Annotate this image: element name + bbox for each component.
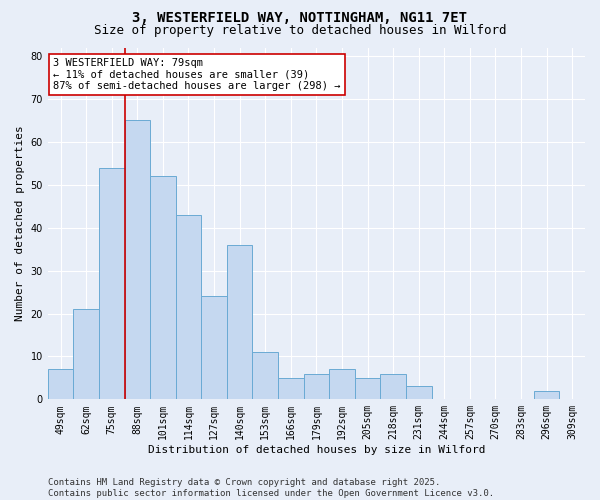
Bar [48,370,73,400]
Bar [329,370,355,400]
Text: Size of property relative to detached houses in Wilford: Size of property relative to detached ho… [94,24,506,37]
Bar [406,386,431,400]
Bar [125,120,150,400]
Bar [534,391,559,400]
Y-axis label: Number of detached properties: Number of detached properties [15,126,25,322]
Text: 3 WESTERFIELD WAY: 79sqm
← 11% of detached houses are smaller (39)
87% of semi-d: 3 WESTERFIELD WAY: 79sqm ← 11% of detach… [53,58,341,92]
Bar [355,378,380,400]
Bar [278,378,304,400]
Bar [304,374,329,400]
Text: 3, WESTERFIELD WAY, NOTTINGHAM, NG11 7ET: 3, WESTERFIELD WAY, NOTTINGHAM, NG11 7ET [133,11,467,25]
Bar [99,168,125,400]
Bar [176,215,201,400]
Bar [380,374,406,400]
Bar [73,309,99,400]
Bar [150,176,176,400]
Bar [253,352,278,400]
Bar [227,245,253,400]
Text: Contains HM Land Registry data © Crown copyright and database right 2025.
Contai: Contains HM Land Registry data © Crown c… [48,478,494,498]
Bar [201,296,227,400]
X-axis label: Distribution of detached houses by size in Wilford: Distribution of detached houses by size … [148,445,485,455]
